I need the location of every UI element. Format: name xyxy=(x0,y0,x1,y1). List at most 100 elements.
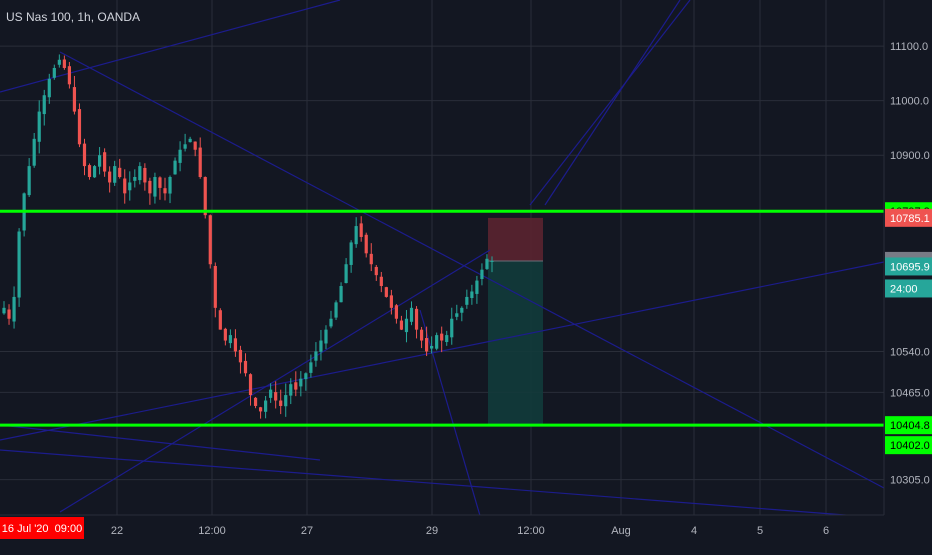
candle-body xyxy=(309,362,313,373)
level-lines xyxy=(0,209,884,427)
trend-line xyxy=(0,449,885,519)
candle-body xyxy=(475,280,479,294)
candle-body xyxy=(379,276,383,287)
price-tag-label: 24:00 xyxy=(890,283,918,295)
price-tick-label: 11000.0 xyxy=(890,96,929,108)
candle-body xyxy=(67,66,72,85)
price-tag-stop xyxy=(885,208,932,227)
candle-body xyxy=(470,291,474,299)
candle-body xyxy=(163,188,167,194)
price-tag-label: 10402.0 xyxy=(890,440,930,452)
candle-body xyxy=(198,147,202,177)
candle-body xyxy=(424,338,429,352)
candle-body xyxy=(344,264,348,284)
candle-body xyxy=(223,328,227,341)
candle-body xyxy=(490,260,494,262)
candle-body xyxy=(87,165,92,177)
candle-body xyxy=(42,95,46,115)
candle-body xyxy=(329,318,333,327)
candle-body xyxy=(460,307,464,313)
candle-body xyxy=(188,138,192,143)
trend-line xyxy=(0,424,321,461)
time-axis: 16 Jul '20 09:00 22 12:00 27 29 12:00 Aug 4 5 6 xyxy=(0,514,932,550)
trend-line xyxy=(544,0,681,206)
price-tick-label: 10465.0 xyxy=(890,387,930,399)
candle-body xyxy=(404,318,409,333)
candle-body xyxy=(304,373,308,380)
candle-body xyxy=(238,349,243,363)
candle-body xyxy=(294,382,298,390)
candle-body xyxy=(138,166,142,181)
candle-body xyxy=(394,305,399,319)
candle-body xyxy=(12,296,16,322)
candle-body xyxy=(193,141,197,150)
price-tick-label: 10540.0 xyxy=(890,346,930,358)
candle-body xyxy=(339,286,343,303)
candle-body xyxy=(153,177,157,197)
trend-line xyxy=(59,249,491,513)
candle-body xyxy=(57,59,61,65)
candle-body xyxy=(445,335,449,343)
price-tag-label: 10785.1 xyxy=(890,213,930,225)
candle-body xyxy=(148,180,152,194)
candle-body xyxy=(143,167,147,183)
candle-body xyxy=(480,269,484,279)
time-tick-label: 6 xyxy=(823,525,829,537)
candle-body xyxy=(440,333,444,341)
candle-body xyxy=(299,378,303,387)
time-tick-label: 16 Jul '20 09:00 xyxy=(2,523,82,535)
candle-body xyxy=(47,78,51,98)
candle-body xyxy=(173,160,177,175)
time-tick-label: 5 xyxy=(757,525,763,537)
time-tick-label: 29 xyxy=(426,525,438,537)
candle-body xyxy=(334,302,338,318)
candle-body xyxy=(289,384,293,396)
candle-body xyxy=(465,296,469,305)
candle-body xyxy=(243,360,248,374)
candle-body xyxy=(349,242,353,265)
candle-body xyxy=(389,295,393,308)
candle-body xyxy=(178,149,182,163)
candle-body xyxy=(92,166,97,178)
candle-body xyxy=(435,335,439,349)
chart-title: US Nas 100, 1h, OANDA xyxy=(6,10,141,24)
candle-body xyxy=(399,320,404,330)
candle-body xyxy=(168,177,172,194)
candle-body xyxy=(319,340,323,352)
time-tick-label: 12:00 xyxy=(517,525,545,537)
candle-body xyxy=(364,234,368,254)
candle-body xyxy=(72,87,77,112)
candle-body xyxy=(203,177,207,216)
price-tick-label: 11100.0 xyxy=(890,41,928,53)
candle-body xyxy=(264,400,268,412)
take-profit-zone xyxy=(488,260,543,426)
candle-body xyxy=(419,329,424,341)
candle-body xyxy=(354,226,358,245)
candle-body xyxy=(228,335,232,344)
candle-body xyxy=(274,392,278,401)
candle-body xyxy=(32,138,36,166)
candle-body xyxy=(123,178,127,194)
candle-body xyxy=(414,308,419,330)
candle-body xyxy=(82,143,87,167)
price-tick-label: 10305.0 xyxy=(890,475,930,487)
candle-body xyxy=(208,215,212,265)
price-tag-entry xyxy=(885,257,932,276)
candle-body xyxy=(113,166,117,183)
candle-body xyxy=(369,253,373,265)
candle-body xyxy=(450,318,454,338)
position-zones xyxy=(488,217,543,426)
candle-body xyxy=(279,400,283,406)
candles xyxy=(2,54,494,419)
candle-body xyxy=(253,397,258,406)
candle-body xyxy=(103,152,107,172)
candle-body xyxy=(128,182,132,191)
time-tick-label: 12:00 xyxy=(198,525,226,537)
price-tag-label: 10404.8 xyxy=(890,420,930,432)
candle-body xyxy=(133,177,137,181)
candle-body xyxy=(233,338,238,352)
candle-body xyxy=(455,313,459,317)
